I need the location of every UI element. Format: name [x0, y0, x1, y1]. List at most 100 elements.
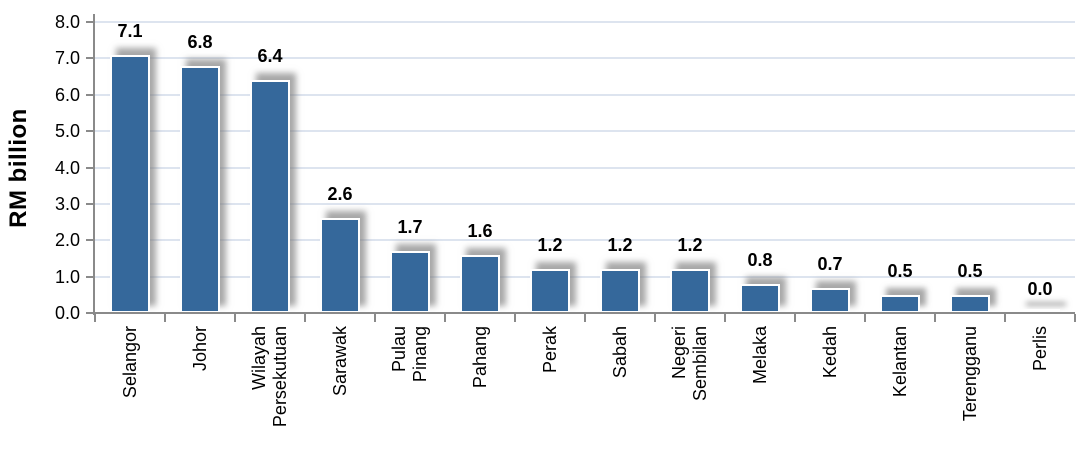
x-axis-category-label-text: Kelantan [889, 326, 910, 398]
x-axis-category-label: Negeri Sembilan [667, 326, 713, 465]
bar-cell: 6.8 [165, 22, 235, 313]
y-axis-tick-label: 3.0 [54, 193, 80, 214]
bar-value-label: 1.2 [607, 235, 633, 256]
y-axis-tick-label: 6.0 [54, 84, 80, 105]
x-axis-category-label: Pulau Pinang [387, 326, 433, 465]
gridline [95, 57, 1075, 60]
y-axis-tick [86, 21, 95, 23]
bar-cell: 1.2 [585, 22, 655, 313]
bar-cell: 6.4 [235, 22, 305, 313]
x-axis-tick [304, 314, 306, 322]
bar-cell: 0.8 [725, 22, 795, 313]
x-axis-category-label: Terengganu [947, 326, 993, 465]
x-axis-tick [164, 314, 166, 322]
gridline [95, 202, 1075, 205]
gridline [95, 239, 1075, 242]
bar-value-label: 6.4 [257, 46, 283, 67]
x-axis-tick [654, 314, 656, 322]
x-axis-category-label-text: Johor [189, 326, 210, 372]
y-axis-tick-label: 1.0 [54, 266, 80, 287]
y-axis-tick [86, 130, 95, 133]
x-axis-tick [794, 314, 796, 322]
y-axis-tick [86, 275, 95, 278]
x-axis-tick [1004, 314, 1006, 322]
x-axis-category-label-text: Negeri Sembilan [669, 326, 710, 402]
gridline [95, 21, 1075, 23]
bar-value-label: 0.5 [957, 260, 983, 281]
bar [250, 80, 290, 313]
bar-value-label: 7.1 [117, 20, 143, 41]
x-axis-tick [444, 314, 446, 322]
y-axis-tick [86, 166, 95, 169]
x-axis-category-label: Pahang [457, 326, 503, 465]
x-axis-category-label-text: Kedah [819, 326, 840, 379]
bar [110, 54, 150, 313]
y-axis-tick [86, 93, 95, 96]
x-axis-category-label-text: Perak [539, 326, 560, 374]
x-axis-tick [584, 314, 586, 322]
bar-value-label: 0.7 [817, 253, 843, 274]
bar [180, 65, 220, 313]
bar-cell: 2.6 [305, 22, 375, 313]
y-axis-tick-label: 0.0 [54, 303, 80, 323]
x-axis-category-label-text: Terengganu [959, 326, 980, 422]
x-axis-category-label: Wilayah Persekutuan [247, 326, 293, 465]
bar-cell: 0.7 [795, 22, 865, 313]
bar [390, 251, 430, 313]
y-axis-tick [86, 57, 95, 60]
x-axis-category-label: Kelantan [877, 326, 923, 465]
bar [810, 287, 850, 313]
bar-value-label: 0.0 [1027, 279, 1053, 299]
x-axis-category-label: Perlis [1017, 326, 1063, 465]
bar [600, 269, 640, 313]
y-axis-line [93, 14, 95, 315]
x-axis-tick [724, 314, 726, 322]
x-axis-category-label-text: Sabah [609, 326, 630, 379]
bar [950, 294, 990, 313]
x-axis-tick [234, 314, 236, 322]
bar-cell: 0.5 [935, 22, 1005, 313]
x-axis-category-label-text: Perlis [1029, 326, 1050, 372]
bar [320, 218, 360, 313]
bar [670, 269, 710, 313]
x-axis-category-label-text: Sarawak [329, 326, 350, 397]
gridline [95, 130, 1075, 133]
bar-value-label: 1.2 [677, 235, 703, 256]
bar-cell: 1.2 [655, 22, 725, 313]
y-axis-tick [86, 239, 95, 242]
bar-value-label: 1.7 [397, 217, 423, 238]
bar [740, 283, 780, 313]
bar-value-label: 1.2 [537, 235, 563, 256]
x-axis-category-label: Melaka [737, 326, 783, 465]
x-axis-category-label-text: Pahang [469, 326, 490, 389]
y-axis-tick-label: 4.0 [54, 157, 80, 178]
x-axis-category-label: Johor [177, 326, 223, 465]
x-axis-category-label-text: Selangor [119, 326, 140, 399]
bar-value-label: 6.8 [187, 31, 213, 52]
bar-cell: 0.5 [865, 22, 935, 313]
bar [460, 254, 500, 313]
x-axis-line [93, 312, 1075, 314]
x-axis-tick [934, 314, 936, 322]
x-axis-category-label: Sabah [597, 326, 643, 465]
x-axis-category-label: Selangor [107, 326, 153, 465]
x-axis-tick [94, 314, 96, 322]
gridline [95, 93, 1075, 96]
bar-value-label: 2.6 [327, 184, 353, 205]
y-axis-tick-label: 8.0 [54, 12, 80, 32]
x-axis-category-label: Kedah [807, 326, 853, 465]
bar-value-label: 0.5 [887, 260, 913, 281]
x-axis-tick [1074, 314, 1076, 322]
y-axis-tick [86, 312, 95, 314]
y-axis-tick-label: 2.0 [54, 230, 80, 251]
x-axis-category-label: Perak [527, 326, 573, 465]
bar-cell: 1.7 [375, 22, 445, 313]
bar-value-label: 1.6 [467, 220, 493, 241]
x-axis-category-label-text: Pulau Pinang [389, 326, 430, 383]
y-axis-tick-label: 7.0 [54, 48, 80, 69]
gridline [95, 275, 1075, 278]
bar-cell: 0.0 [1005, 22, 1075, 313]
x-axis-tick [374, 314, 376, 322]
bar-cell: 7.1 [95, 20, 165, 313]
